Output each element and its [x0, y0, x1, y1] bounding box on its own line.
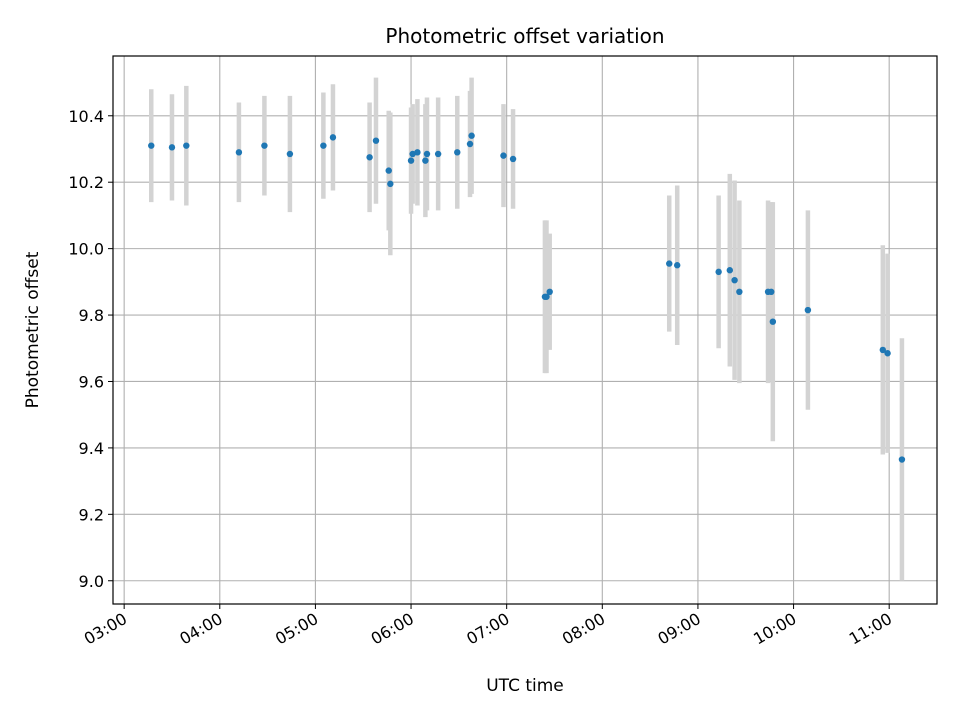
data-point [674, 262, 681, 269]
data-point [666, 260, 673, 267]
data-point [385, 167, 392, 174]
data-point [407, 157, 415, 164]
y-axis-title: Photometric offset [23, 251, 43, 408]
data-point [898, 456, 906, 463]
x-axis-title: UTC time [486, 676, 564, 696]
y-tick-label: 10.2 [68, 173, 104, 192]
data-point [726, 267, 734, 274]
data-point [148, 142, 155, 149]
data-point [466, 140, 474, 148]
data-point [414, 149, 421, 156]
data-point [884, 350, 891, 357]
y-tick-label: 9.6 [79, 372, 104, 391]
data-point [387, 180, 394, 188]
y-tick-label: 9.0 [79, 572, 104, 591]
data-point [500, 152, 507, 159]
data-point [286, 150, 294, 158]
data-point [183, 142, 190, 149]
y-tick-label: 10.4 [68, 107, 104, 126]
y-tick-label: 9.2 [79, 505, 104, 524]
data-point [235, 149, 243, 156]
data-point [423, 150, 431, 158]
data-point [731, 276, 738, 284]
data-point [546, 288, 553, 296]
chart-title: Photometric offset variation [385, 24, 664, 48]
y-tick-label: 9.4 [79, 439, 104, 458]
y-tick-layer: 9.0 9.2 9.4 9.6 9.8 10.0 10.2 10.4 [68, 107, 113, 591]
data-point [454, 149, 461, 156]
data-point [320, 142, 327, 149]
data-point [329, 134, 337, 141]
data-point [768, 288, 775, 296]
data-point [168, 144, 176, 151]
grid-layer [113, 56, 937, 604]
data-point [715, 268, 722, 276]
data-point [468, 132, 475, 139]
data-point [769, 318, 777, 325]
data-point [372, 137, 380, 144]
data-point [736, 288, 743, 296]
y-tick-label: 9.8 [79, 306, 104, 325]
data-point [261, 142, 268, 149]
data-point [434, 150, 442, 158]
data-point [804, 306, 812, 314]
y-tick-label: 10.0 [68, 240, 104, 259]
data-point [509, 155, 517, 163]
data-point [879, 346, 887, 354]
point-layer [148, 132, 906, 463]
data-point [366, 154, 373, 161]
data-point [422, 157, 429, 164]
plot-frame [112, 55, 938, 605]
data-point [543, 293, 550, 300]
